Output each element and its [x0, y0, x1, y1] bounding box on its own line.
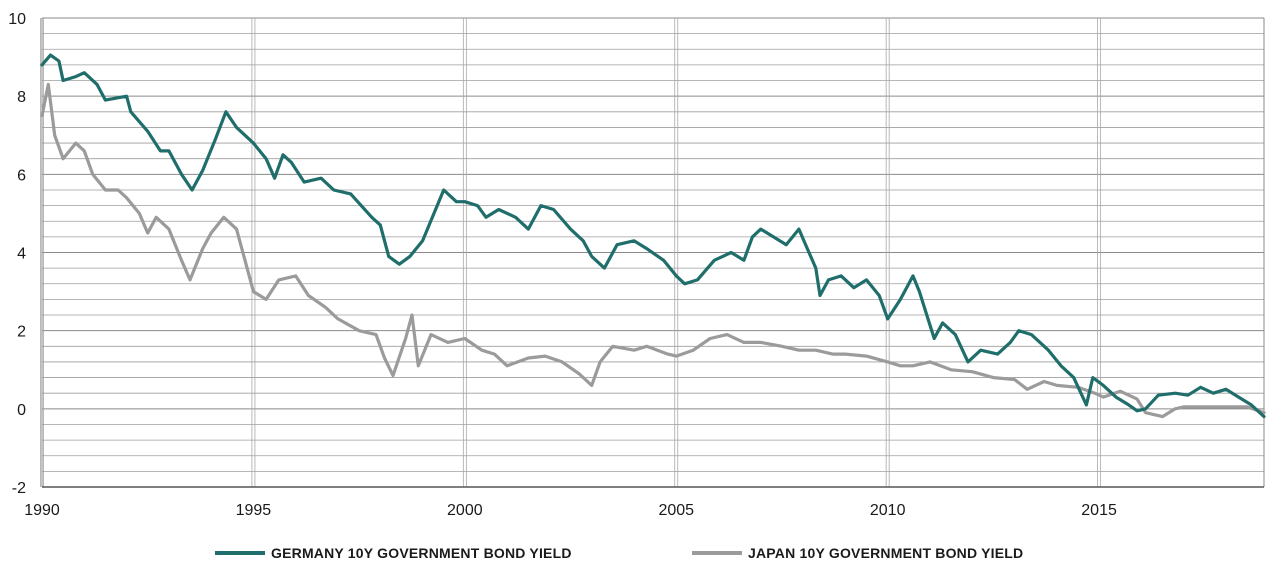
legend-label-germany: GERMANY 10Y GOVERNMENT BOND YIELD	[271, 545, 572, 561]
y-tick-label: 2	[17, 324, 26, 341]
chart-series	[40, 53, 1266, 419]
chart-grid	[40, 17, 1265, 488]
x-tick-label: 2015	[1081, 502, 1117, 519]
x-tick-label: 2010	[870, 502, 906, 519]
legend-label-japan: JAPAN 10Y GOVERNMENT BOND YIELD	[748, 545, 1023, 561]
y-tick-label: -2	[12, 480, 26, 497]
chart-legend: GERMANY 10Y GOVERNMENT BOND YIELD JAPAN …	[215, 545, 1023, 561]
x-tick-label: 1995	[236, 502, 272, 519]
y-tick-label: 6	[17, 167, 26, 184]
x-tick-label: 1990	[24, 502, 60, 519]
germany-yield-line	[40, 53, 1266, 419]
y-tick-label: 8	[17, 89, 26, 106]
japan-yield-line	[40, 82, 1266, 419]
y-tick-label: 4	[17, 246, 26, 263]
x-tick-label: 2000	[447, 502, 483, 519]
x-axis-ticks: 1990 1995 2000 2005 2010 2015	[24, 502, 1117, 519]
y-tick-label: 0	[17, 402, 26, 419]
y-tick-label: 10	[8, 11, 26, 28]
x-tick-label: 2005	[658, 502, 694, 519]
y-axis-ticks: 10 8 6 4 2 0 -2	[8, 11, 26, 497]
